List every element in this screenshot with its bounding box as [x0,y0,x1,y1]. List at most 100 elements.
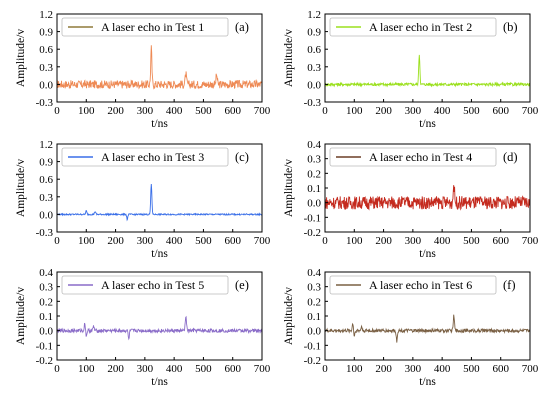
chart-panel-5: 0 100 200 300 400 500 600 700 -0.2 -0.1 0.0 0.1 0.2 0… [15,267,271,388]
x-tick-label: 600 [492,235,509,247]
x-tick-label: 400 [166,235,183,247]
panel-label: (b) [503,20,518,34]
y-tick-label: 0.1 [307,311,321,323]
x-tick-label: 700 [254,363,271,375]
panel-label: (d) [503,150,518,164]
x-tick-label: 700 [254,235,271,247]
legend-box [329,275,497,295]
y-tick-label: 0.0 [39,326,53,338]
y-tick-label: 0.2 [307,168,321,180]
y-tick-label: -0.1 [304,212,321,224]
legend-label: A laser echo in Test 4 [369,150,472,164]
legend-label: A laser echo in Test 2 [369,20,472,34]
x-tick-label: 300 [405,235,422,247]
legend-label: A laser echo in Test 6 [369,278,472,292]
y-tick-label: -0.1 [304,340,321,352]
x-axis-label: t/ns [419,248,436,260]
x-tick-label: 500 [463,235,480,247]
x-tick-label: 200 [375,363,392,375]
legend-label: A laser echo in Test 1 [101,20,204,34]
x-tick-label: 0 [322,235,328,247]
y-tick-label: 0.1 [39,311,53,323]
x-tick-label: 300 [137,363,154,375]
x-tick-label: 0 [54,105,60,117]
x-tick-label: 600 [492,105,509,117]
x-tick-label: 100 [346,235,363,247]
y-tick-label: 0.1 [307,183,321,195]
x-axis-label: t/ns [151,376,168,388]
x-tick-label: 200 [107,363,124,375]
y-tick-label: -0.2 [36,355,53,367]
x-tick-label: 400 [166,363,183,375]
y-tick-label: 0.2 [307,296,321,308]
plot-frame [56,143,263,233]
x-tick-label: 400 [166,105,183,117]
y-axis-label: Amplitude/v [283,29,295,87]
y-tick-label: 0.0 [39,79,53,91]
legend-label: A laser echo in Test 5 [101,278,204,292]
y-tick-label: 0.6 [39,174,53,186]
legend: A laser echo in Test 5 [61,275,229,295]
legend: A laser echo in Test 4 [329,147,497,167]
y-axis-label: Amplitude/v [15,159,27,217]
y-tick-label: 0.9 [39,27,53,39]
x-tick-label: 400 [434,235,451,247]
y-tick-label: -0.1 [36,340,53,352]
plot-frame [56,13,263,103]
y-tick-label: -0.3 [304,97,322,109]
x-tick-label: 500 [463,105,480,117]
x-tick-label: 300 [137,105,154,117]
x-tick-label: 500 [195,363,212,375]
signal-line [324,314,531,343]
x-tick-label: 700 [522,363,539,375]
x-axis-label: t/ns [419,118,436,130]
y-tick-label: 1.2 [39,9,53,21]
y-tick-label: -0.3 [36,227,54,239]
x-tick-label: 400 [434,105,451,117]
y-tick-label: 0.3 [307,154,321,166]
y-tick-label: 0.4 [39,267,53,279]
x-tick-label: 200 [375,235,392,247]
y-tick-label: -0.3 [36,97,54,109]
panel-label: (f) [503,278,516,292]
panel-label: (c) [235,150,249,164]
x-tick-label: 100 [78,105,95,117]
y-tick-label: -0.2 [304,355,321,367]
legend-box [61,275,229,295]
x-axis-label: t/ns [151,248,168,260]
x-tick-label: 200 [107,235,124,247]
signal-line [56,315,263,341]
chart-panel-2: 0 100 200 300 400 500 600 700 -0.3 0.0 0.3 0.6 0.9 1.… [283,9,539,130]
chart-panel-3: 0 100 200 300 400 500 600 700 -0.3 0.0 0.3 0.6 0.9 1.… [15,139,271,260]
y-tick-label: -0.2 [304,227,321,239]
y-axis-label: Amplitude/v [15,29,27,87]
y-tick-label: 0.0 [39,209,53,221]
y-tick-label: 0.9 [39,157,53,169]
chart-panel-1: 0 100 200 300 400 500 600 700 -0.3 0.0 0.3 0.6 0.9 1.… [15,9,271,130]
x-axis-label: t/ns [419,376,436,388]
chart-panel-4: 0 100 200 300 400 500 600 700 -0.2 -0.1 0.0 0.1 0.2 0… [283,139,539,260]
y-tick-label: 0.2 [39,296,53,308]
legend: A laser echo in Test 6 [329,275,497,295]
panel-label: (a) [235,20,249,34]
signal-line [56,45,263,90]
x-tick-label: 500 [463,363,480,375]
x-tick-label: 600 [224,235,241,247]
y-tick-label: 1.2 [39,139,53,151]
y-tick-label: 0.9 [307,27,321,39]
x-tick-label: 400 [434,363,451,375]
y-axis-label: Amplitude/v [283,287,295,345]
y-tick-label: 0.6 [39,44,53,56]
x-tick-label: 600 [224,105,241,117]
x-tick-label: 300 [137,235,154,247]
x-tick-label: 700 [522,105,539,117]
x-axis-label: t/ns [151,118,168,130]
y-tick-label: 0.3 [307,282,321,294]
legend-box [329,17,497,37]
plot-frame [324,13,531,103]
y-tick-label: 0.0 [307,79,321,91]
y-tick-label: 0.0 [307,198,321,210]
x-tick-label: 500 [195,235,212,247]
x-tick-label: 100 [346,363,363,375]
